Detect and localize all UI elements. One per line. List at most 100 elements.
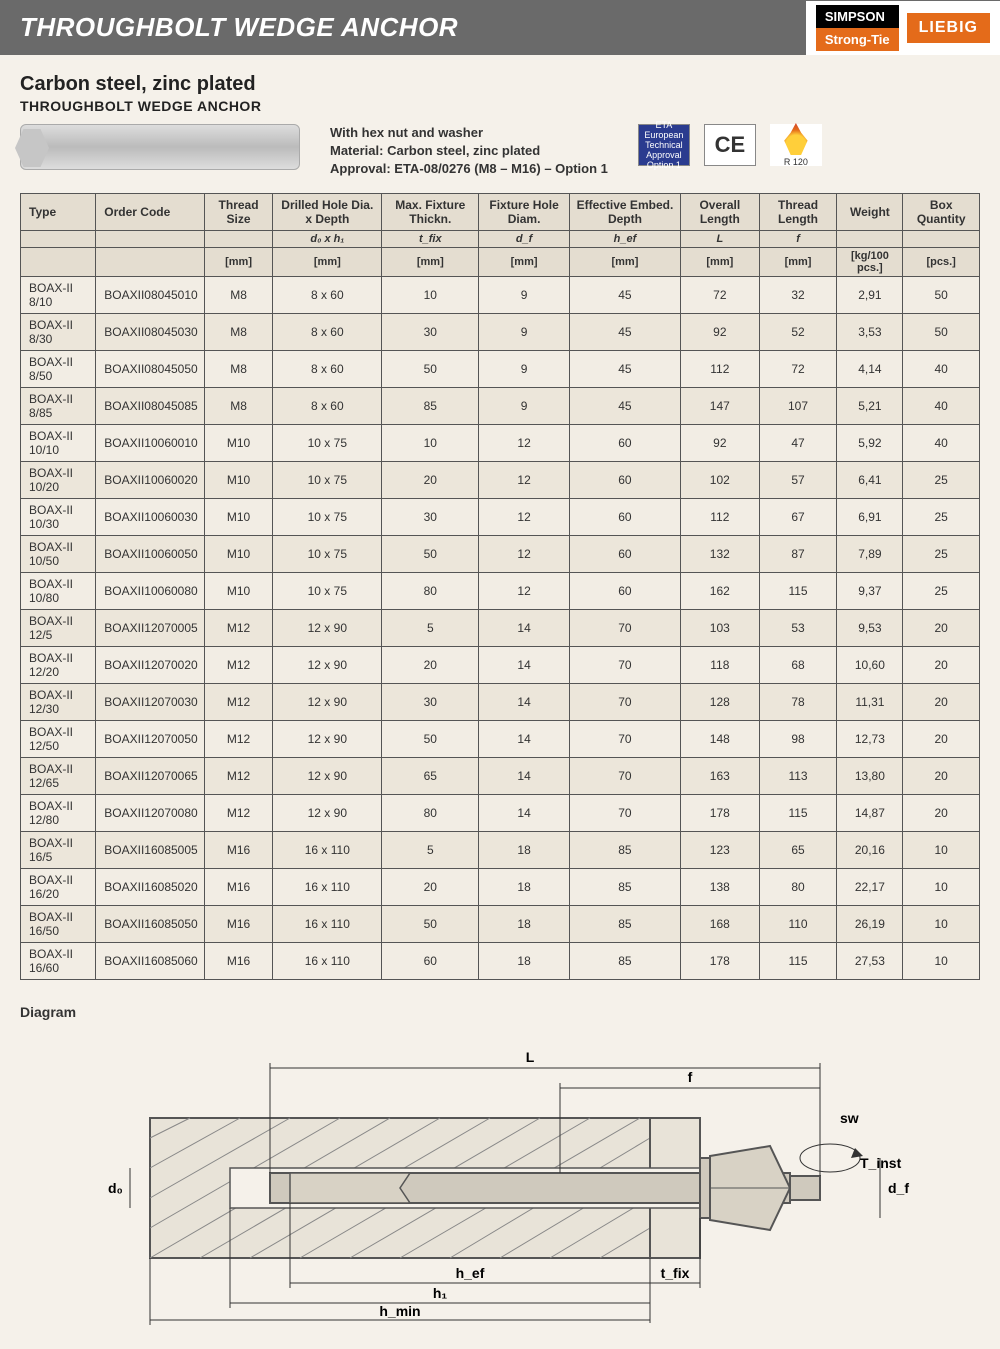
table-cell: 65 — [382, 757, 479, 794]
table-cell: M10 — [204, 498, 273, 535]
spec-line: Material: Carbon steel, zinc plated — [330, 142, 608, 160]
table-cell: 85 — [569, 942, 680, 979]
col-unit — [96, 247, 204, 276]
badge-ce: CE — [704, 124, 756, 166]
table-cell: BOAX-II 8/85 — [21, 387, 96, 424]
table-cell: 11,31 — [837, 683, 903, 720]
table-cell: BOAX-II 8/10 — [21, 276, 96, 313]
table-cell: BOAXII08045050 — [96, 350, 204, 387]
table-cell: 25 — [903, 498, 980, 535]
col-symbol — [96, 230, 204, 247]
svg-text:d₀: d₀ — [108, 1180, 123, 1196]
table-cell: 14 — [479, 757, 570, 794]
table-row: BOAX-II 12/30BOAXII12070030M1212 x 90301… — [21, 683, 980, 720]
table-cell: 118 — [681, 646, 760, 683]
table-cell: 14 — [479, 794, 570, 831]
table-cell: 45 — [569, 276, 680, 313]
table-cell: 163 — [681, 757, 760, 794]
table-cell: 70 — [569, 757, 680, 794]
table-cell: 6,91 — [837, 498, 903, 535]
table-cell: BOAXII12070080 — [96, 794, 204, 831]
col-header: Drilled Hole Dia. x Depth — [273, 193, 382, 230]
table-cell: 8 x 60 — [273, 313, 382, 350]
table-cell: 178 — [681, 942, 760, 979]
table-cell: 16 x 110 — [273, 831, 382, 868]
table-cell: 5,21 — [837, 387, 903, 424]
table-cell: 110 — [759, 905, 837, 942]
table-cell: BOAXII10060030 — [96, 498, 204, 535]
table-cell: 14 — [479, 609, 570, 646]
table-row: BOAX-II 12/5BOAXII12070005M1212 x 905147… — [21, 609, 980, 646]
table-cell: 9 — [479, 313, 570, 350]
svg-text:d_f: d_f — [888, 1180, 909, 1196]
table-cell: 50 — [903, 313, 980, 350]
table-cell: BOAX-II 10/80 — [21, 572, 96, 609]
table-cell: 30 — [382, 683, 479, 720]
table-cell: 87 — [759, 535, 837, 572]
table-cell: 10 — [903, 905, 980, 942]
table-cell: M10 — [204, 424, 273, 461]
table-cell: 103 — [681, 609, 760, 646]
table-cell: BOAX-II 12/20 — [21, 646, 96, 683]
badge-eta: ETA European Technical Approval Option 1 — [638, 124, 690, 166]
table-cell: BOAXII08045085 — [96, 387, 204, 424]
subtitle: Carbon steel, zinc plated — [20, 73, 980, 96]
anchor-diagram: L f sw T_inst d₀ d_f h_ef t_fix — [90, 1028, 910, 1328]
table-row: BOAX-II 8/50BOAXII08045050M88 x 60509451… — [21, 350, 980, 387]
table-cell: 20 — [903, 720, 980, 757]
table-cell: M12 — [204, 609, 273, 646]
table-cell: 9 — [479, 387, 570, 424]
svg-text:T_inst: T_inst — [860, 1155, 902, 1171]
table-cell: 98 — [759, 720, 837, 757]
table-cell: 85 — [569, 868, 680, 905]
table-cell: 50 — [382, 535, 479, 572]
spec-table: TypeOrder CodeThread SizeDrilled Hole Di… — [20, 193, 980, 980]
table-cell: 147 — [681, 387, 760, 424]
col-symbol: L — [681, 230, 760, 247]
table-cell: BOAXII12070020 — [96, 646, 204, 683]
table-cell: 20 — [903, 683, 980, 720]
table-cell: BOAX-II 12/30 — [21, 683, 96, 720]
table-cell: 70 — [569, 609, 680, 646]
col-header: Thread Length — [759, 193, 837, 230]
cert-badges: ETA European Technical Approval Option 1… — [638, 124, 822, 166]
spec-tbody: BOAX-II 8/10BOAXII08045010M88 x 60109457… — [21, 276, 980, 979]
table-cell: 10 — [382, 424, 479, 461]
table-cell: 13,80 — [837, 757, 903, 794]
col-symbol: h_ef — [569, 230, 680, 247]
table-cell: BOAX-II 8/50 — [21, 350, 96, 387]
table-cell: BOAX-II 16/5 — [21, 831, 96, 868]
table-cell: M8 — [204, 350, 273, 387]
table-cell: 68 — [759, 646, 837, 683]
table-row: BOAX-II 16/5BOAXII16085005M1616 x 110518… — [21, 831, 980, 868]
table-cell: 138 — [681, 868, 760, 905]
col-symbol — [903, 230, 980, 247]
table-cell: 20 — [903, 757, 980, 794]
table-cell: BOAX-II 8/30 — [21, 313, 96, 350]
table-cell: 12 — [479, 572, 570, 609]
table-cell: 115 — [759, 572, 837, 609]
table-cell: 10,60 — [837, 646, 903, 683]
table-cell: 128 — [681, 683, 760, 720]
table-cell: 30 — [382, 498, 479, 535]
diagram-label: Diagram — [20, 1004, 980, 1020]
table-cell: 50 — [382, 350, 479, 387]
col-unit: [mm] — [569, 247, 680, 276]
col-unit: [mm] — [479, 247, 570, 276]
table-cell: 12 — [479, 461, 570, 498]
svg-text:L: L — [526, 1049, 535, 1065]
svg-text:h₁: h₁ — [433, 1285, 448, 1301]
col-header: Effective Embed. Depth — [569, 193, 680, 230]
table-cell: BOAX-II 10/20 — [21, 461, 96, 498]
col-unit — [21, 247, 96, 276]
table-cell: 7,89 — [837, 535, 903, 572]
col-symbol — [837, 230, 903, 247]
table-cell: 80 — [382, 794, 479, 831]
table-cell: M10 — [204, 461, 273, 498]
table-cell: 10 — [903, 868, 980, 905]
svg-text:h_min: h_min — [379, 1303, 420, 1319]
svg-text:f: f — [688, 1069, 693, 1085]
table-cell: 25 — [903, 535, 980, 572]
table-cell: BOAXII08045030 — [96, 313, 204, 350]
intro-row: With hex nut and washer Material: Carbon… — [20, 124, 980, 179]
